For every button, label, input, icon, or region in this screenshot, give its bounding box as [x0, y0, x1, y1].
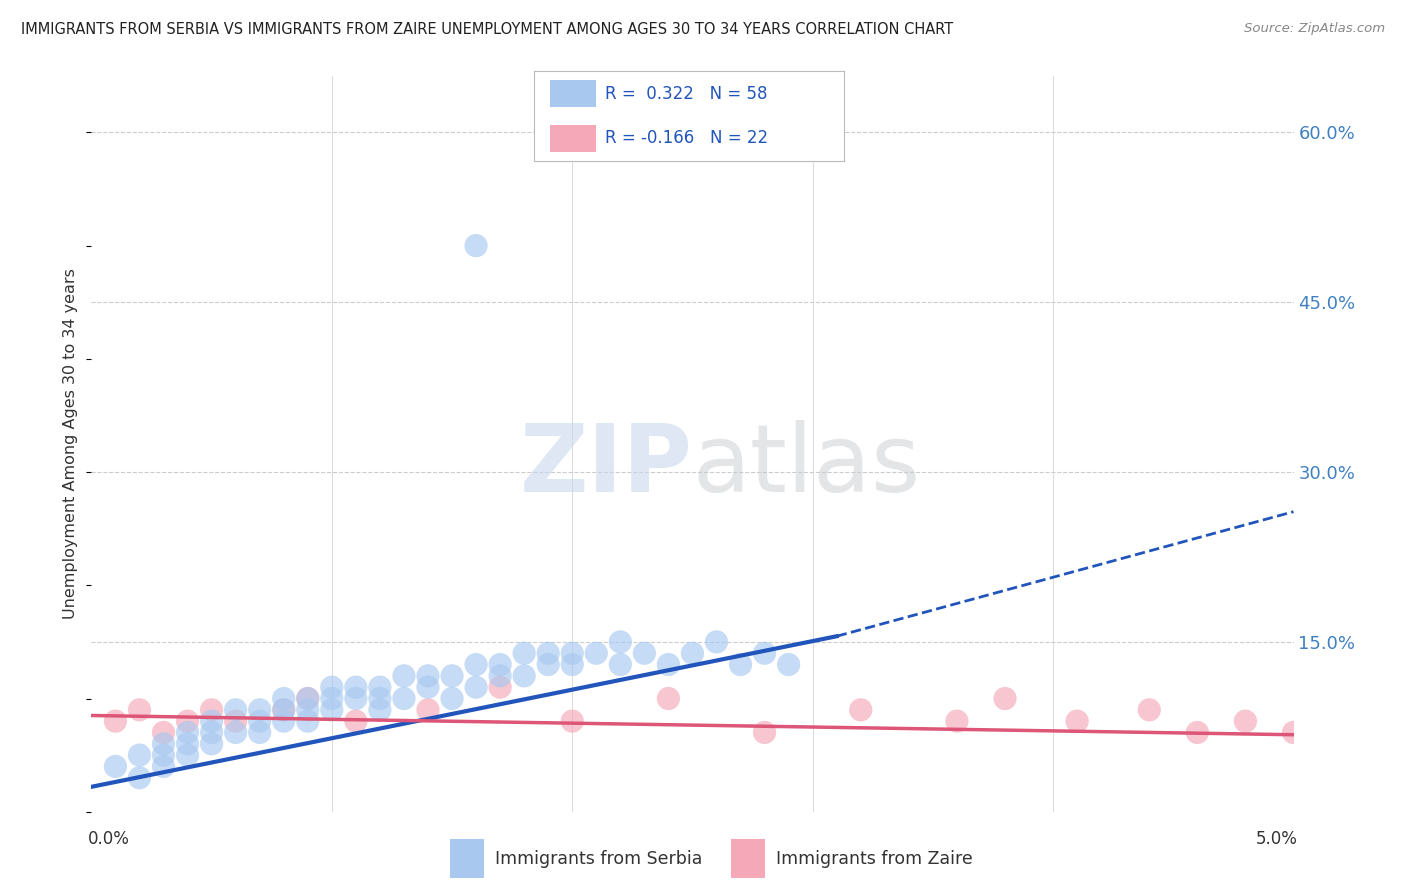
- Point: [946, 714, 969, 728]
- Point: [176, 714, 198, 728]
- Point: [609, 635, 631, 649]
- Point: [152, 748, 174, 763]
- Point: [368, 680, 391, 694]
- Text: Immigrants from Serbia: Immigrants from Serbia: [495, 849, 702, 868]
- Point: [128, 771, 150, 785]
- Point: [561, 657, 583, 672]
- Point: [416, 680, 439, 694]
- Point: [392, 691, 415, 706]
- Point: [489, 680, 512, 694]
- Point: [201, 725, 224, 739]
- Text: 0.0%: 0.0%: [87, 830, 129, 848]
- Point: [273, 703, 295, 717]
- Point: [730, 657, 752, 672]
- Point: [1066, 714, 1088, 728]
- Point: [273, 714, 295, 728]
- Point: [225, 714, 247, 728]
- Point: [201, 737, 224, 751]
- Text: Source: ZipAtlas.com: Source: ZipAtlas.com: [1244, 22, 1385, 36]
- Point: [321, 703, 343, 717]
- Point: [465, 680, 488, 694]
- Point: [513, 669, 536, 683]
- Text: Immigrants from Zaire: Immigrants from Zaire: [776, 849, 973, 868]
- Point: [1234, 714, 1257, 728]
- Point: [440, 669, 463, 683]
- Bar: [450, 838, 484, 878]
- Point: [754, 725, 776, 739]
- Point: [273, 691, 295, 706]
- Point: [297, 691, 319, 706]
- Point: [297, 691, 319, 706]
- Point: [152, 737, 174, 751]
- Point: [368, 703, 391, 717]
- Point: [416, 703, 439, 717]
- Point: [152, 725, 174, 739]
- Point: [513, 646, 536, 660]
- Point: [392, 669, 415, 683]
- Point: [152, 759, 174, 773]
- Text: R =  0.322   N = 58: R = 0.322 N = 58: [606, 85, 768, 103]
- Point: [176, 748, 198, 763]
- Point: [561, 714, 583, 728]
- Point: [561, 646, 583, 660]
- Point: [104, 759, 127, 773]
- Point: [176, 737, 198, 751]
- Point: [344, 680, 367, 694]
- Point: [994, 691, 1017, 706]
- Point: [297, 703, 319, 717]
- Point: [201, 714, 224, 728]
- Point: [416, 669, 439, 683]
- Point: [249, 703, 271, 717]
- Bar: [550, 80, 596, 107]
- Point: [1282, 725, 1305, 739]
- Text: ZIP: ZIP: [520, 420, 692, 512]
- Point: [176, 725, 198, 739]
- Point: [754, 646, 776, 660]
- Point: [657, 691, 679, 706]
- Point: [657, 657, 679, 672]
- Point: [249, 725, 271, 739]
- Bar: [731, 838, 765, 878]
- Point: [128, 703, 150, 717]
- Point: [681, 646, 703, 660]
- Point: [465, 657, 488, 672]
- Point: [706, 635, 728, 649]
- Text: R = -0.166   N = 22: R = -0.166 N = 22: [606, 129, 769, 147]
- Text: atlas: atlas: [692, 420, 921, 512]
- Point: [249, 714, 271, 728]
- Point: [321, 691, 343, 706]
- Point: [537, 657, 560, 672]
- Point: [128, 748, 150, 763]
- Text: 5.0%: 5.0%: [1256, 830, 1298, 848]
- Point: [225, 725, 247, 739]
- Point: [225, 703, 247, 717]
- Bar: [550, 125, 596, 152]
- Point: [1187, 725, 1209, 739]
- Point: [489, 657, 512, 672]
- Point: [201, 703, 224, 717]
- Point: [778, 657, 800, 672]
- Point: [1137, 703, 1160, 717]
- Point: [344, 714, 367, 728]
- Point: [537, 646, 560, 660]
- Point: [297, 714, 319, 728]
- Point: [321, 680, 343, 694]
- Y-axis label: Unemployment Among Ages 30 to 34 years: Unemployment Among Ages 30 to 34 years: [63, 268, 79, 619]
- Point: [273, 703, 295, 717]
- Point: [344, 691, 367, 706]
- Point: [440, 691, 463, 706]
- Point: [489, 669, 512, 683]
- Point: [104, 714, 127, 728]
- Point: [465, 238, 488, 252]
- Point: [633, 646, 655, 660]
- Point: [609, 657, 631, 672]
- Text: IMMIGRANTS FROM SERBIA VS IMMIGRANTS FROM ZAIRE UNEMPLOYMENT AMONG AGES 30 TO 34: IMMIGRANTS FROM SERBIA VS IMMIGRANTS FRO…: [21, 22, 953, 37]
- Point: [585, 646, 607, 660]
- Point: [849, 703, 872, 717]
- Point: [368, 691, 391, 706]
